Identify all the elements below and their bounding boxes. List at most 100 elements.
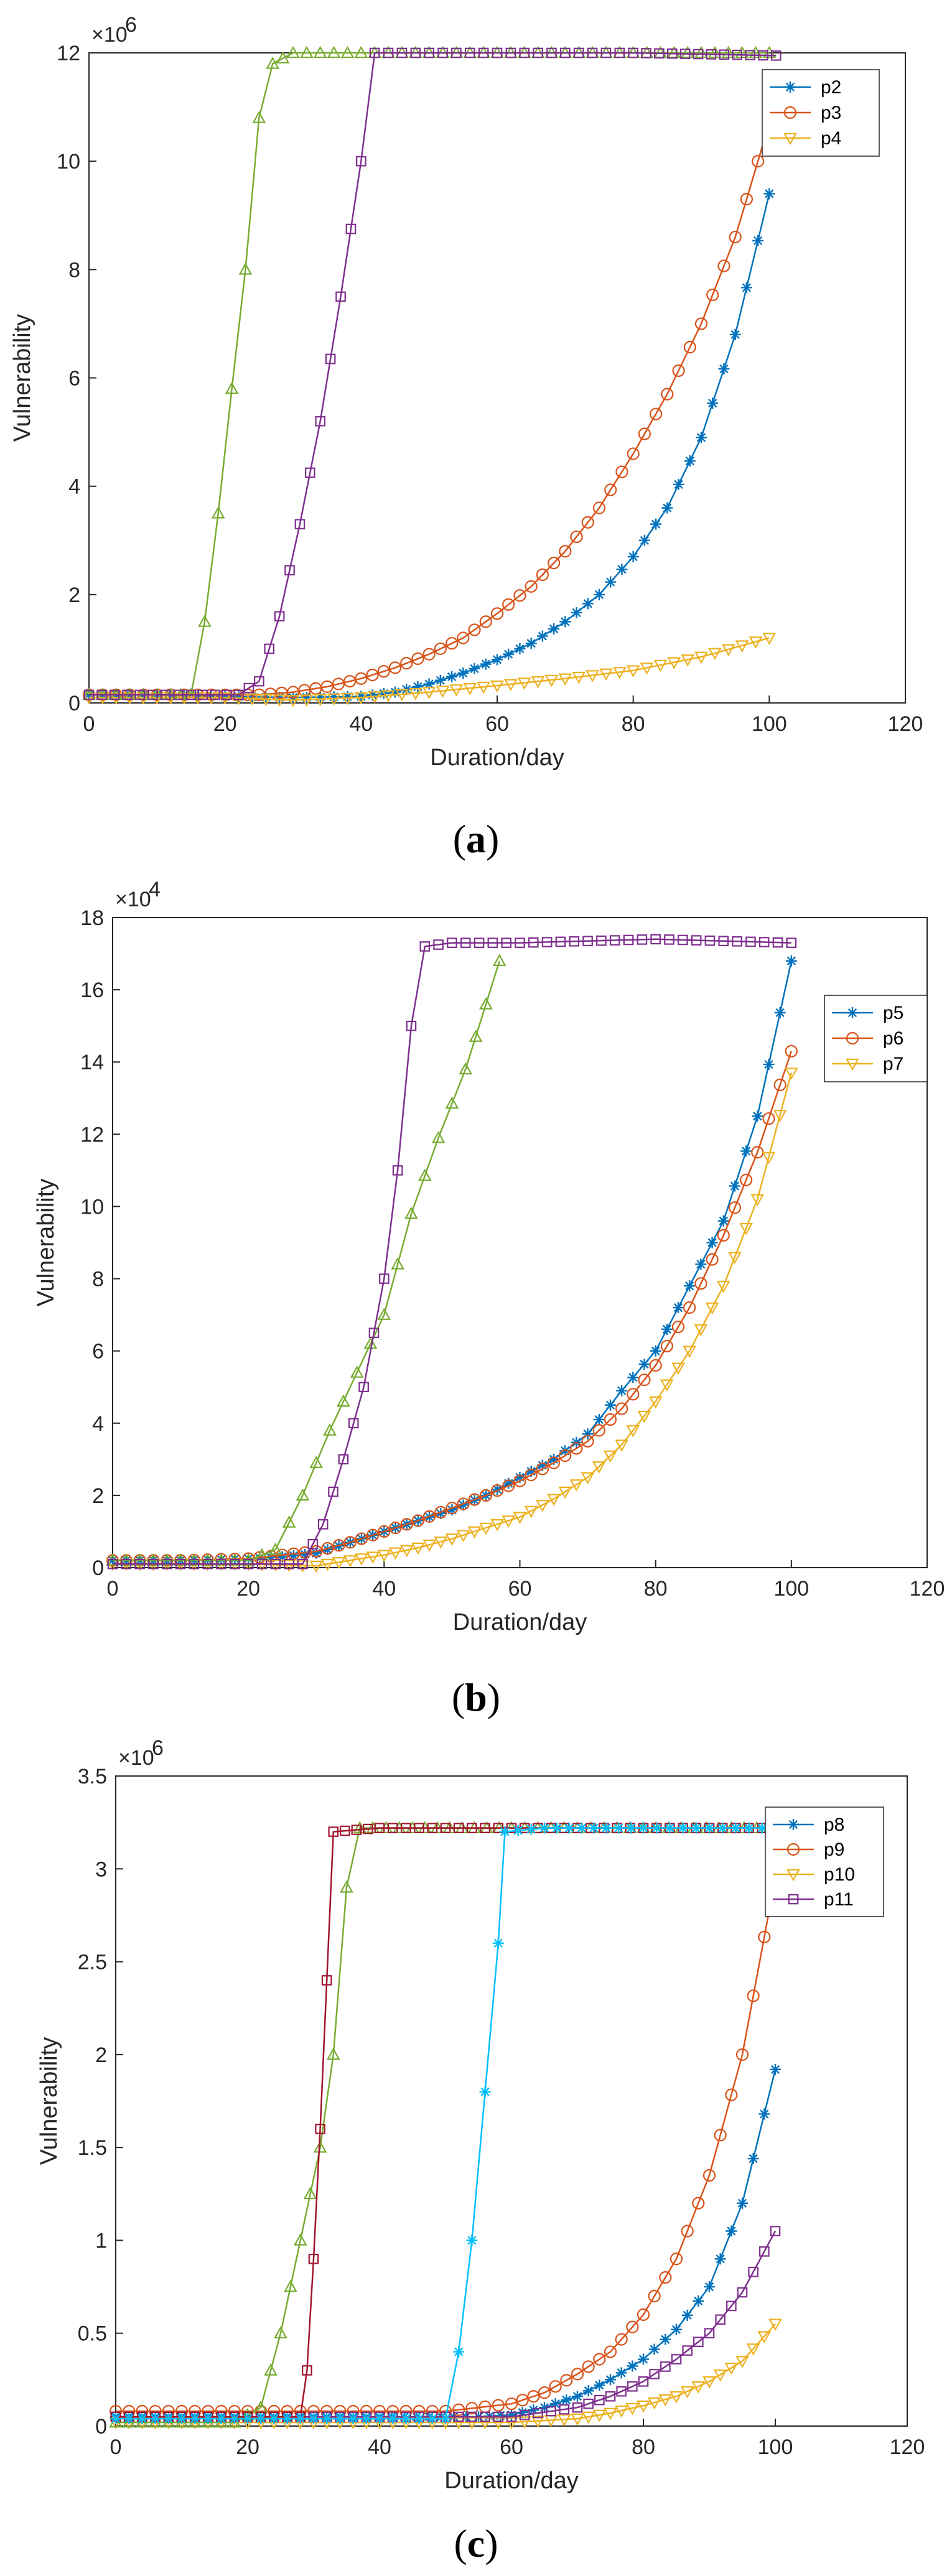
data-point	[533, 2407, 543, 2419]
data-point	[604, 1450, 617, 1463]
data-point	[717, 1229, 730, 1242]
data-point	[571, 2413, 584, 2426]
data-point	[559, 1445, 571, 1457]
data-point	[230, 1558, 240, 1569]
data-point	[399, 1545, 414, 1558]
data-point	[626, 1425, 640, 1438]
data-point	[284, 1558, 294, 1569]
data-point	[354, 692, 368, 705]
data-point	[721, 644, 735, 657]
data-point	[732, 49, 742, 60]
data-point	[310, 1545, 323, 1558]
data-point	[638, 427, 651, 440]
series-line	[89, 123, 770, 696]
data-point	[514, 643, 526, 654]
data-point	[694, 45, 708, 58]
data-point	[614, 47, 625, 58]
data-point	[459, 1062, 473, 1075]
data-point	[110, 2413, 121, 2425]
data-point	[596, 935, 607, 946]
data-point	[490, 1519, 505, 1532]
data-point	[549, 2398, 561, 2410]
data-point	[457, 631, 470, 644]
panel-caption: (b)	[452, 1675, 500, 1719]
y-tick-label: 1.5	[78, 2136, 107, 2160]
data-point	[313, 2140, 327, 2153]
data-point	[715, 2314, 726, 2325]
data-point	[536, 568, 549, 582]
y-tick-label: 0.5	[78, 2322, 107, 2346]
data-point	[284, 565, 295, 575]
y-tick-label: 10	[80, 1195, 104, 1219]
data-point	[581, 2411, 595, 2424]
caption-open-paren: (	[452, 1675, 465, 1719]
y-tick-label: 6	[68, 367, 80, 391]
data-point	[671, 1362, 685, 1375]
data-point	[546, 2406, 556, 2417]
data-point	[245, 693, 259, 706]
data-point	[392, 1165, 403, 1176]
data-point	[360, 2413, 372, 2425]
data-point	[388, 661, 402, 674]
data-point	[268, 1542, 282, 1555]
data-point	[673, 478, 684, 490]
data-point	[465, 2402, 478, 2415]
data-point	[729, 230, 742, 244]
data-point	[479, 1522, 493, 1535]
data-point	[299, 1548, 311, 1560]
data-point	[411, 652, 424, 665]
data-point	[282, 1515, 296, 1528]
legend-item-p10: p10	[773, 1864, 855, 1885]
data-point	[651, 1822, 663, 1834]
data-point	[592, 2409, 607, 2422]
y-tick-label: 8	[68, 258, 80, 282]
data-point	[681, 2309, 693, 2321]
data-point	[387, 2413, 399, 2425]
data-point	[512, 1825, 524, 1836]
data-point	[728, 1252, 742, 1264]
data-point	[518, 2416, 532, 2429]
data-point	[539, 1822, 550, 1834]
x-tick-label: 60	[485, 712, 509, 736]
y-tick-label: 12	[80, 1123, 104, 1146]
data-point	[368, 1328, 380, 1338]
data-point	[572, 671, 586, 684]
data-point	[706, 288, 719, 302]
data-point	[320, 680, 334, 693]
data-point	[463, 683, 477, 695]
x-axis-title: Duration/day	[444, 2468, 578, 2494]
data-point	[616, 1385, 628, 1397]
data-point	[353, 1821, 367, 1833]
data-point	[307, 1538, 319, 1550]
data-point	[400, 2413, 412, 2425]
data-point	[189, 1558, 200, 1569]
data-point	[677, 934, 688, 946]
data-point	[340, 1880, 353, 1893]
data-point	[400, 1518, 413, 1531]
data-point	[650, 407, 663, 421]
data-point	[345, 223, 357, 235]
data-point	[404, 1206, 418, 1219]
data-point	[569, 1479, 584, 1492]
data-point	[479, 2086, 491, 2098]
data-point	[726, 2300, 737, 2312]
y-tick-label: 8	[92, 1268, 104, 1291]
data-point	[516, 2394, 529, 2407]
data-point	[96, 689, 107, 700]
data-point	[730, 1822, 742, 1834]
data-point	[446, 1502, 459, 1515]
data-point	[671, 2354, 682, 2364]
data-point	[348, 1418, 359, 1429]
data-point	[363, 1823, 373, 1834]
data-point	[682, 2345, 693, 2356]
data-point	[202, 2413, 214, 2425]
series-unlabeled-6	[110, 1822, 781, 2425]
data-point	[491, 1484, 504, 1497]
data-point	[274, 2326, 287, 2339]
data-point	[414, 1823, 424, 1833]
data-point	[315, 2123, 325, 2134]
data-point	[299, 694, 314, 707]
data-point	[638, 1374, 651, 1387]
data-point	[594, 2379, 605, 2391]
